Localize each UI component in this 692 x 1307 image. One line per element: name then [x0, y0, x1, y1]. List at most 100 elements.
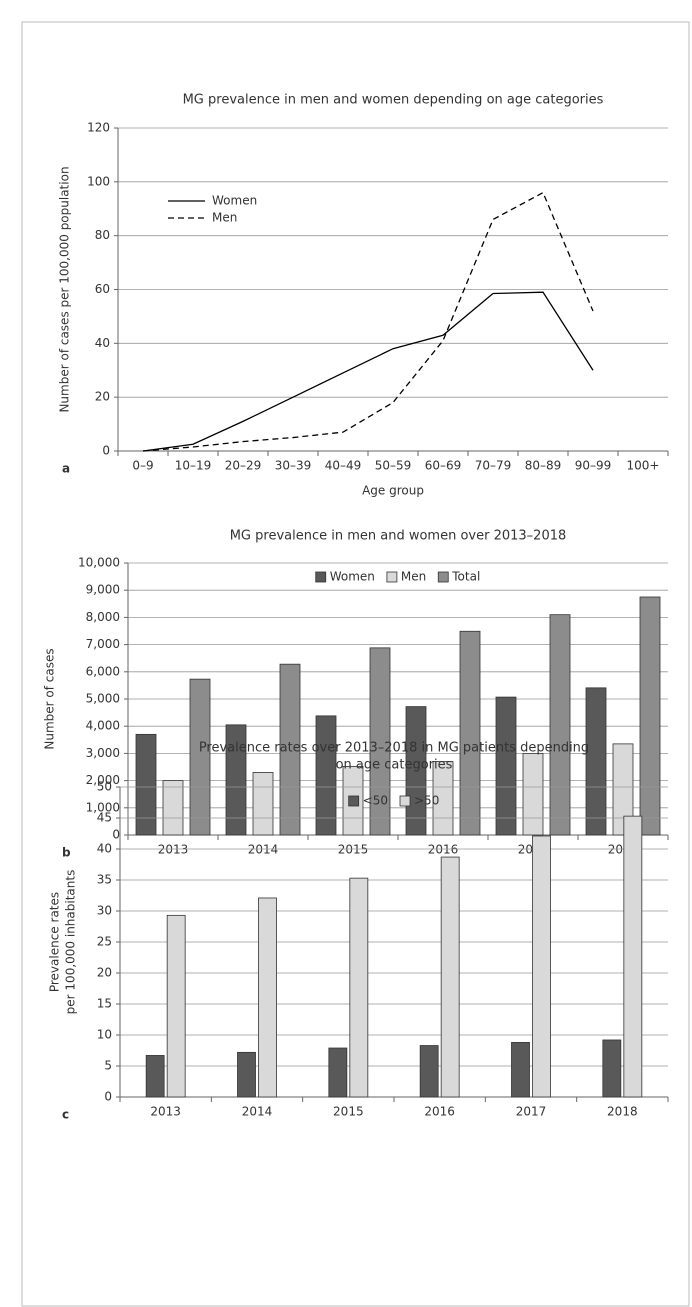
- y-axis-label: per 100,000 inhabitants: [64, 870, 78, 1015]
- y-tick-label: 5: [104, 1059, 112, 1073]
- y-tick-label: 0: [104, 1090, 112, 1104]
- legend-label: Total: [451, 570, 480, 584]
- legend-swatch: [315, 571, 327, 583]
- y-tick-label: 20: [95, 390, 110, 404]
- y-tick-label: 120: [87, 121, 110, 135]
- bar: [585, 687, 607, 836]
- y-tick-label: 3,000: [86, 746, 120, 760]
- bar: [237, 1051, 256, 1098]
- panel-label: a: [62, 462, 70, 476]
- y-tick-label: 20: [97, 966, 112, 980]
- y-tick-label: 100: [87, 174, 110, 188]
- bar: [315, 715, 337, 836]
- x-tick-label: 2015: [333, 1105, 364, 1119]
- legend-swatch: [348, 795, 360, 807]
- legend-label: Women: [330, 570, 375, 584]
- bar: [459, 630, 481, 836]
- y-axis-label: Number of cases: [43, 648, 57, 749]
- y-tick-label: 10: [97, 1028, 112, 1042]
- y-tick-label: 0: [112, 828, 120, 842]
- y-tick-label: 40: [95, 336, 110, 350]
- legend-label: Men: [401, 570, 426, 584]
- panel-label: c: [62, 1108, 69, 1122]
- legend-label: Women: [212, 194, 257, 208]
- bar: [549, 614, 571, 836]
- bar: [135, 733, 157, 836]
- chart-title: on age categories: [336, 758, 453, 773]
- x-tick-label: 30–39: [275, 459, 312, 473]
- bar: [419, 1045, 439, 1098]
- bar: [369, 647, 391, 836]
- legend-label: >50: [414, 794, 439, 808]
- bar: [639, 596, 661, 836]
- y-tick-label: 15: [97, 997, 112, 1011]
- legend-label: Men: [212, 211, 237, 225]
- bar: [440, 856, 460, 1098]
- y-tick-label: 35: [97, 873, 112, 887]
- x-tick-label: 2015: [338, 843, 369, 857]
- chart-title: MG prevalence in men and women over 2013…: [230, 529, 567, 544]
- bar: [532, 835, 551, 1098]
- y-tick-label: 50: [97, 780, 112, 794]
- x-axis-label: Age group: [362, 484, 424, 498]
- bar: [252, 772, 274, 836]
- y-axis-label: Number of cases per 100,000 population: [58, 166, 72, 412]
- x-tick-label: 60–69: [425, 459, 462, 473]
- bar: [612, 743, 634, 836]
- panel-label: b: [62, 846, 71, 860]
- x-tick-label: 2018: [607, 1105, 638, 1119]
- bar: [279, 663, 301, 836]
- chart-title: MG prevalence in men and women depending…: [183, 93, 604, 108]
- y-tick-label: 8,000: [86, 610, 120, 624]
- bar: [432, 761, 454, 836]
- x-tick-label: 10–19: [175, 459, 212, 473]
- y-tick-label: 10,000: [78, 556, 120, 570]
- x-tick-label: 2017: [516, 1105, 547, 1119]
- legend-swatch: [399, 795, 411, 807]
- y-tick-label: 4,000: [86, 719, 120, 733]
- bar: [166, 914, 186, 1098]
- x-tick-label: 80–89: [525, 459, 562, 473]
- x-tick-label: 2013: [150, 1105, 181, 1119]
- x-tick-label: 2013: [158, 843, 189, 857]
- bar: [225, 724, 247, 836]
- bar: [328, 1047, 348, 1098]
- bar: [623, 815, 643, 1098]
- y-tick-label: 40: [97, 842, 112, 856]
- y-tick-label: 2,000: [86, 773, 120, 787]
- x-tick-label: 100+: [627, 459, 660, 473]
- bar: [258, 897, 277, 1098]
- legend-swatch: [386, 571, 398, 583]
- x-tick-label: 90–99: [575, 459, 612, 473]
- bar: [495, 696, 517, 836]
- x-tick-label: 2014: [242, 1105, 273, 1119]
- y-tick-label: 25: [97, 935, 112, 949]
- legend-swatch: [437, 571, 449, 583]
- y-tick-label: 5,000: [86, 692, 120, 706]
- y-tick-label: 9,000: [86, 583, 120, 597]
- x-tick-label: 2016: [428, 843, 459, 857]
- y-tick-label: 7,000: [86, 637, 120, 651]
- y-tick-label: 6,000: [86, 664, 120, 678]
- x-tick-label: 50–59: [375, 459, 412, 473]
- y-tick-label: 80: [95, 228, 110, 242]
- x-tick-label: 2016: [424, 1105, 455, 1119]
- y-axis-label: Prevalence rates: [48, 892, 62, 992]
- y-tick-label: 30: [97, 904, 112, 918]
- bar: [189, 678, 211, 836]
- bar: [145, 1055, 165, 1098]
- bar: [162, 780, 184, 836]
- bar: [511, 1042, 530, 1098]
- line-series: [142, 291, 594, 452]
- y-tick-label: 1,000: [86, 800, 120, 814]
- bar: [405, 706, 427, 836]
- x-tick-label: 40–49: [325, 459, 362, 473]
- y-tick-label: 0: [102, 444, 110, 458]
- y-tick-label: 45: [97, 811, 112, 825]
- x-tick-label: 2014: [248, 843, 279, 857]
- line-series: [142, 191, 594, 452]
- x-tick-label: 0–9: [132, 459, 153, 473]
- x-tick-label: 70–79: [475, 459, 512, 473]
- y-tick-label: 60: [95, 282, 110, 296]
